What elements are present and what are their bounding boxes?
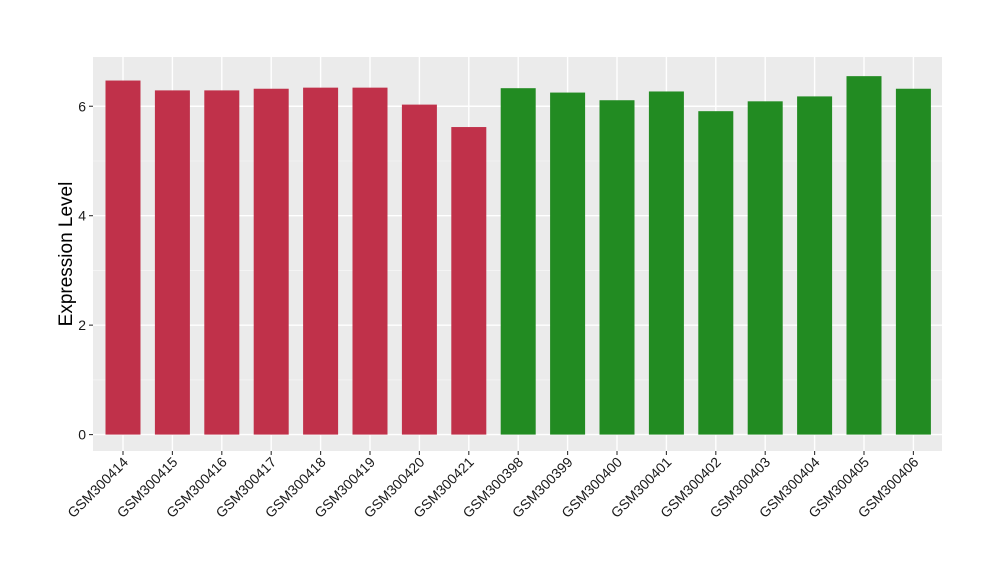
bar-GSM300404 (797, 96, 833, 435)
bar-GSM300405 (846, 76, 882, 435)
y-tick-label: 0 (78, 427, 86, 443)
y-axis-title: Expression Level (56, 182, 77, 327)
y-tick-label: 2 (78, 317, 86, 333)
bar-GSM300418 (303, 87, 339, 435)
x-axis: GSM300414GSM300415GSM300416GSM300417GSM3… (64, 451, 922, 521)
bar-GSM300416 (204, 90, 240, 435)
y-tick-label: 6 (78, 98, 86, 114)
bars (105, 76, 931, 435)
bar-GSM300400 (599, 100, 635, 435)
bar-GSM300398 (500, 88, 536, 435)
bar-GSM300401 (648, 91, 684, 435)
y-axis: 0 2 4 6 (78, 98, 93, 443)
bar-GSM300403 (747, 101, 783, 435)
bar-GSM300415 (154, 90, 190, 435)
bar-GSM300421 (451, 127, 487, 435)
bar-GSM300414 (105, 80, 141, 435)
bar-GSM300417 (253, 88, 289, 435)
bar-GSM300402 (698, 111, 734, 435)
bar-GSM300399 (550, 92, 586, 435)
bar-GSM300419 (352, 87, 388, 435)
y-tick-label: 4 (78, 208, 86, 224)
bar-GSM300420 (401, 104, 437, 435)
bar-GSM300406 (895, 88, 931, 435)
